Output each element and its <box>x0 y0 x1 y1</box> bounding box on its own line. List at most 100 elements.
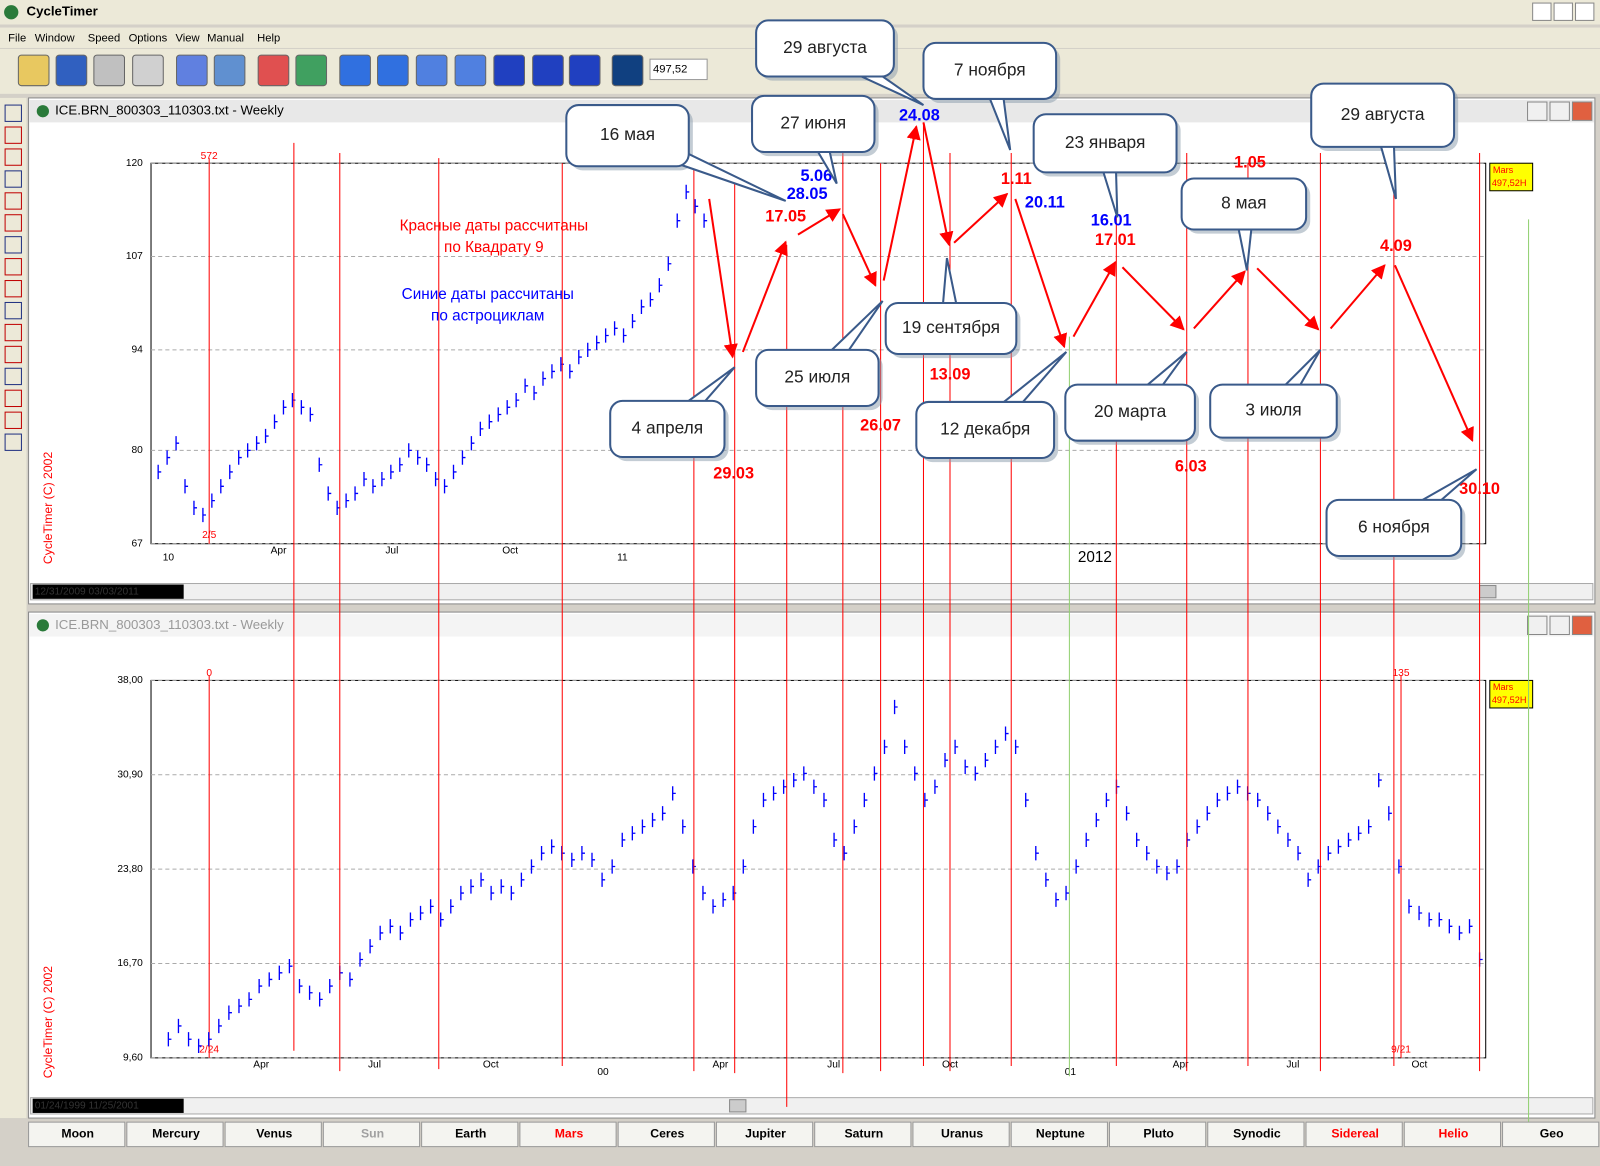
price-bar <box>649 292 654 307</box>
toolbar-button[interactable] <box>339 54 371 87</box>
planet-tab[interactable] <box>519 1121 617 1148</box>
cycle-date: 16.01 <box>1091 212 1132 230</box>
toolbar-button[interactable] <box>93 54 125 87</box>
copyright: CycleTimer (C) 2002 <box>41 966 55 1079</box>
palette-button[interactable] <box>4 389 22 408</box>
toolbar-button[interactable] <box>568 54 601 87</box>
price-bar <box>229 464 233 480</box>
palette-button[interactable] <box>4 170 22 188</box>
palette-button[interactable] <box>4 126 22 144</box>
pane-button[interactable] <box>1571 101 1593 121</box>
planet-tab[interactable] <box>126 1121 224 1148</box>
callout-text: 8 мая <box>1221 193 1266 213</box>
menu-item[interactable]: Manual <box>207 33 244 45</box>
planet-tab[interactable] <box>912 1121 1010 1148</box>
y-tick-label: 9,60 <box>123 1053 143 1064</box>
toolbar-button[interactable] <box>611 54 644 87</box>
pane-button[interactable] <box>1527 615 1548 636</box>
scrollbar[interactable] <box>30 1097 1594 1115</box>
palette-button[interactable] <box>4 367 22 386</box>
planet-tab[interactable] <box>1010 1121 1108 1148</box>
palette-button[interactable] <box>4 411 22 429</box>
price-bar <box>327 486 332 501</box>
planet-tab[interactable] <box>814 1121 912 1148</box>
cycle-date: 26.07 <box>860 417 901 435</box>
price-bar <box>399 457 403 472</box>
pane-button[interactable] <box>1571 615 1593 636</box>
planet-tab[interactable] <box>224 1121 322 1148</box>
scroll-thumb[interactable] <box>1479 585 1497 599</box>
minimize[interactable] <box>1532 2 1552 21</box>
price-bar <box>954 739 959 755</box>
window-controls <box>1532 2 1595 21</box>
toolbar-button[interactable] <box>415 54 448 87</box>
planet-tab[interactable] <box>1108 1121 1207 1148</box>
planet-tab[interactable] <box>1502 1121 1600 1148</box>
toolbar-button[interactable] <box>454 54 487 87</box>
x-tick-label: Jul <box>385 546 398 557</box>
palette-button[interactable] <box>4 323 22 342</box>
pane-title: ICE.BRN_800303_110303.txt - Weekly <box>55 617 284 632</box>
toolbar-button[interactable] <box>17 54 50 87</box>
palette-button[interactable] <box>4 280 22 298</box>
restore[interactable] <box>1553 2 1573 21</box>
menu-item[interactable]: Options <box>129 33 168 45</box>
toolbar-button[interactable] <box>213 54 246 87</box>
menu-item[interactable]: Window <box>35 33 76 45</box>
scrollbar[interactable] <box>30 583 1594 601</box>
toolbar-button[interactable] <box>176 54 208 87</box>
menu-item[interactable]: Speed <box>88 33 120 45</box>
toolbar-button[interactable] <box>493 54 525 87</box>
palette-button[interactable] <box>4 192 22 210</box>
planet-tab-label: Synodic <box>1233 1127 1281 1141</box>
toolbar-button[interactable] <box>257 54 290 87</box>
pane-button[interactable] <box>1549 615 1570 636</box>
x-tick-label: Oct <box>1411 1060 1427 1071</box>
palette-button[interactable] <box>4 214 22 232</box>
price-bar <box>369 939 374 954</box>
toolbar-button[interactable] <box>532 54 564 87</box>
y-tick-label: 107 <box>126 251 143 262</box>
planet-tab[interactable] <box>28 1121 126 1148</box>
menu-item[interactable]: Help <box>257 33 280 45</box>
planet-tab[interactable] <box>1305 1121 1403 1148</box>
planet-tab[interactable] <box>1207 1121 1305 1148</box>
palette-button[interactable] <box>4 433 22 451</box>
palette-button[interactable] <box>4 236 22 254</box>
close[interactable] <box>1575 2 1595 21</box>
price-bar <box>762 792 767 808</box>
price-bar <box>452 464 457 480</box>
price-bar <box>318 457 323 472</box>
callout-fill <box>918 403 1053 456</box>
price-bar <box>175 436 180 451</box>
price-bar <box>255 436 260 451</box>
palette-button[interactable] <box>4 345 22 364</box>
palette-button[interactable] <box>4 301 22 320</box>
planet-tab[interactable] <box>617 1121 715 1148</box>
palette-button[interactable] <box>4 148 22 166</box>
toolbar-button[interactable] <box>55 54 88 87</box>
price-bar <box>984 753 989 768</box>
pane-button[interactable] <box>1549 101 1570 121</box>
price-bar <box>1257 792 1261 808</box>
palette-button[interactable] <box>4 258 22 276</box>
palette-button[interactable] <box>4 104 22 122</box>
menu-item[interactable]: File <box>8 33 26 45</box>
price-bar <box>460 885 464 901</box>
price-bar <box>273 414 278 429</box>
price-bar <box>197 1038 202 1054</box>
planet-tab[interactable] <box>715 1121 814 1148</box>
scroll-thumb[interactable] <box>729 1099 747 1113</box>
planet-tab[interactable] <box>421 1121 519 1148</box>
top-marker: 572 <box>201 151 218 162</box>
toolbar-button[interactable] <box>132 54 164 87</box>
price-bar <box>461 450 466 465</box>
toolbar-button[interactable] <box>295 54 328 87</box>
toolbar-button[interactable] <box>377 54 409 87</box>
menu-item[interactable]: View <box>176 33 201 45</box>
planet-tab[interactable] <box>1403 1121 1502 1148</box>
note-blue: Синие даты рассчитаны <box>402 286 574 303</box>
price-bar <box>1065 885 1070 901</box>
pane-button[interactable] <box>1527 101 1548 121</box>
planet-tab[interactable] <box>322 1121 421 1148</box>
